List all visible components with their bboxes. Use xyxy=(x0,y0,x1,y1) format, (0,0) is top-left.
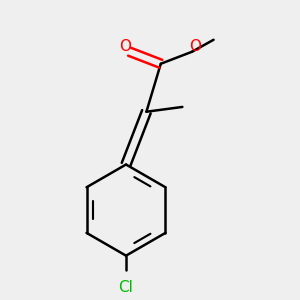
Text: Cl: Cl xyxy=(118,280,134,295)
Text: O: O xyxy=(190,40,202,55)
Text: O: O xyxy=(119,40,131,55)
